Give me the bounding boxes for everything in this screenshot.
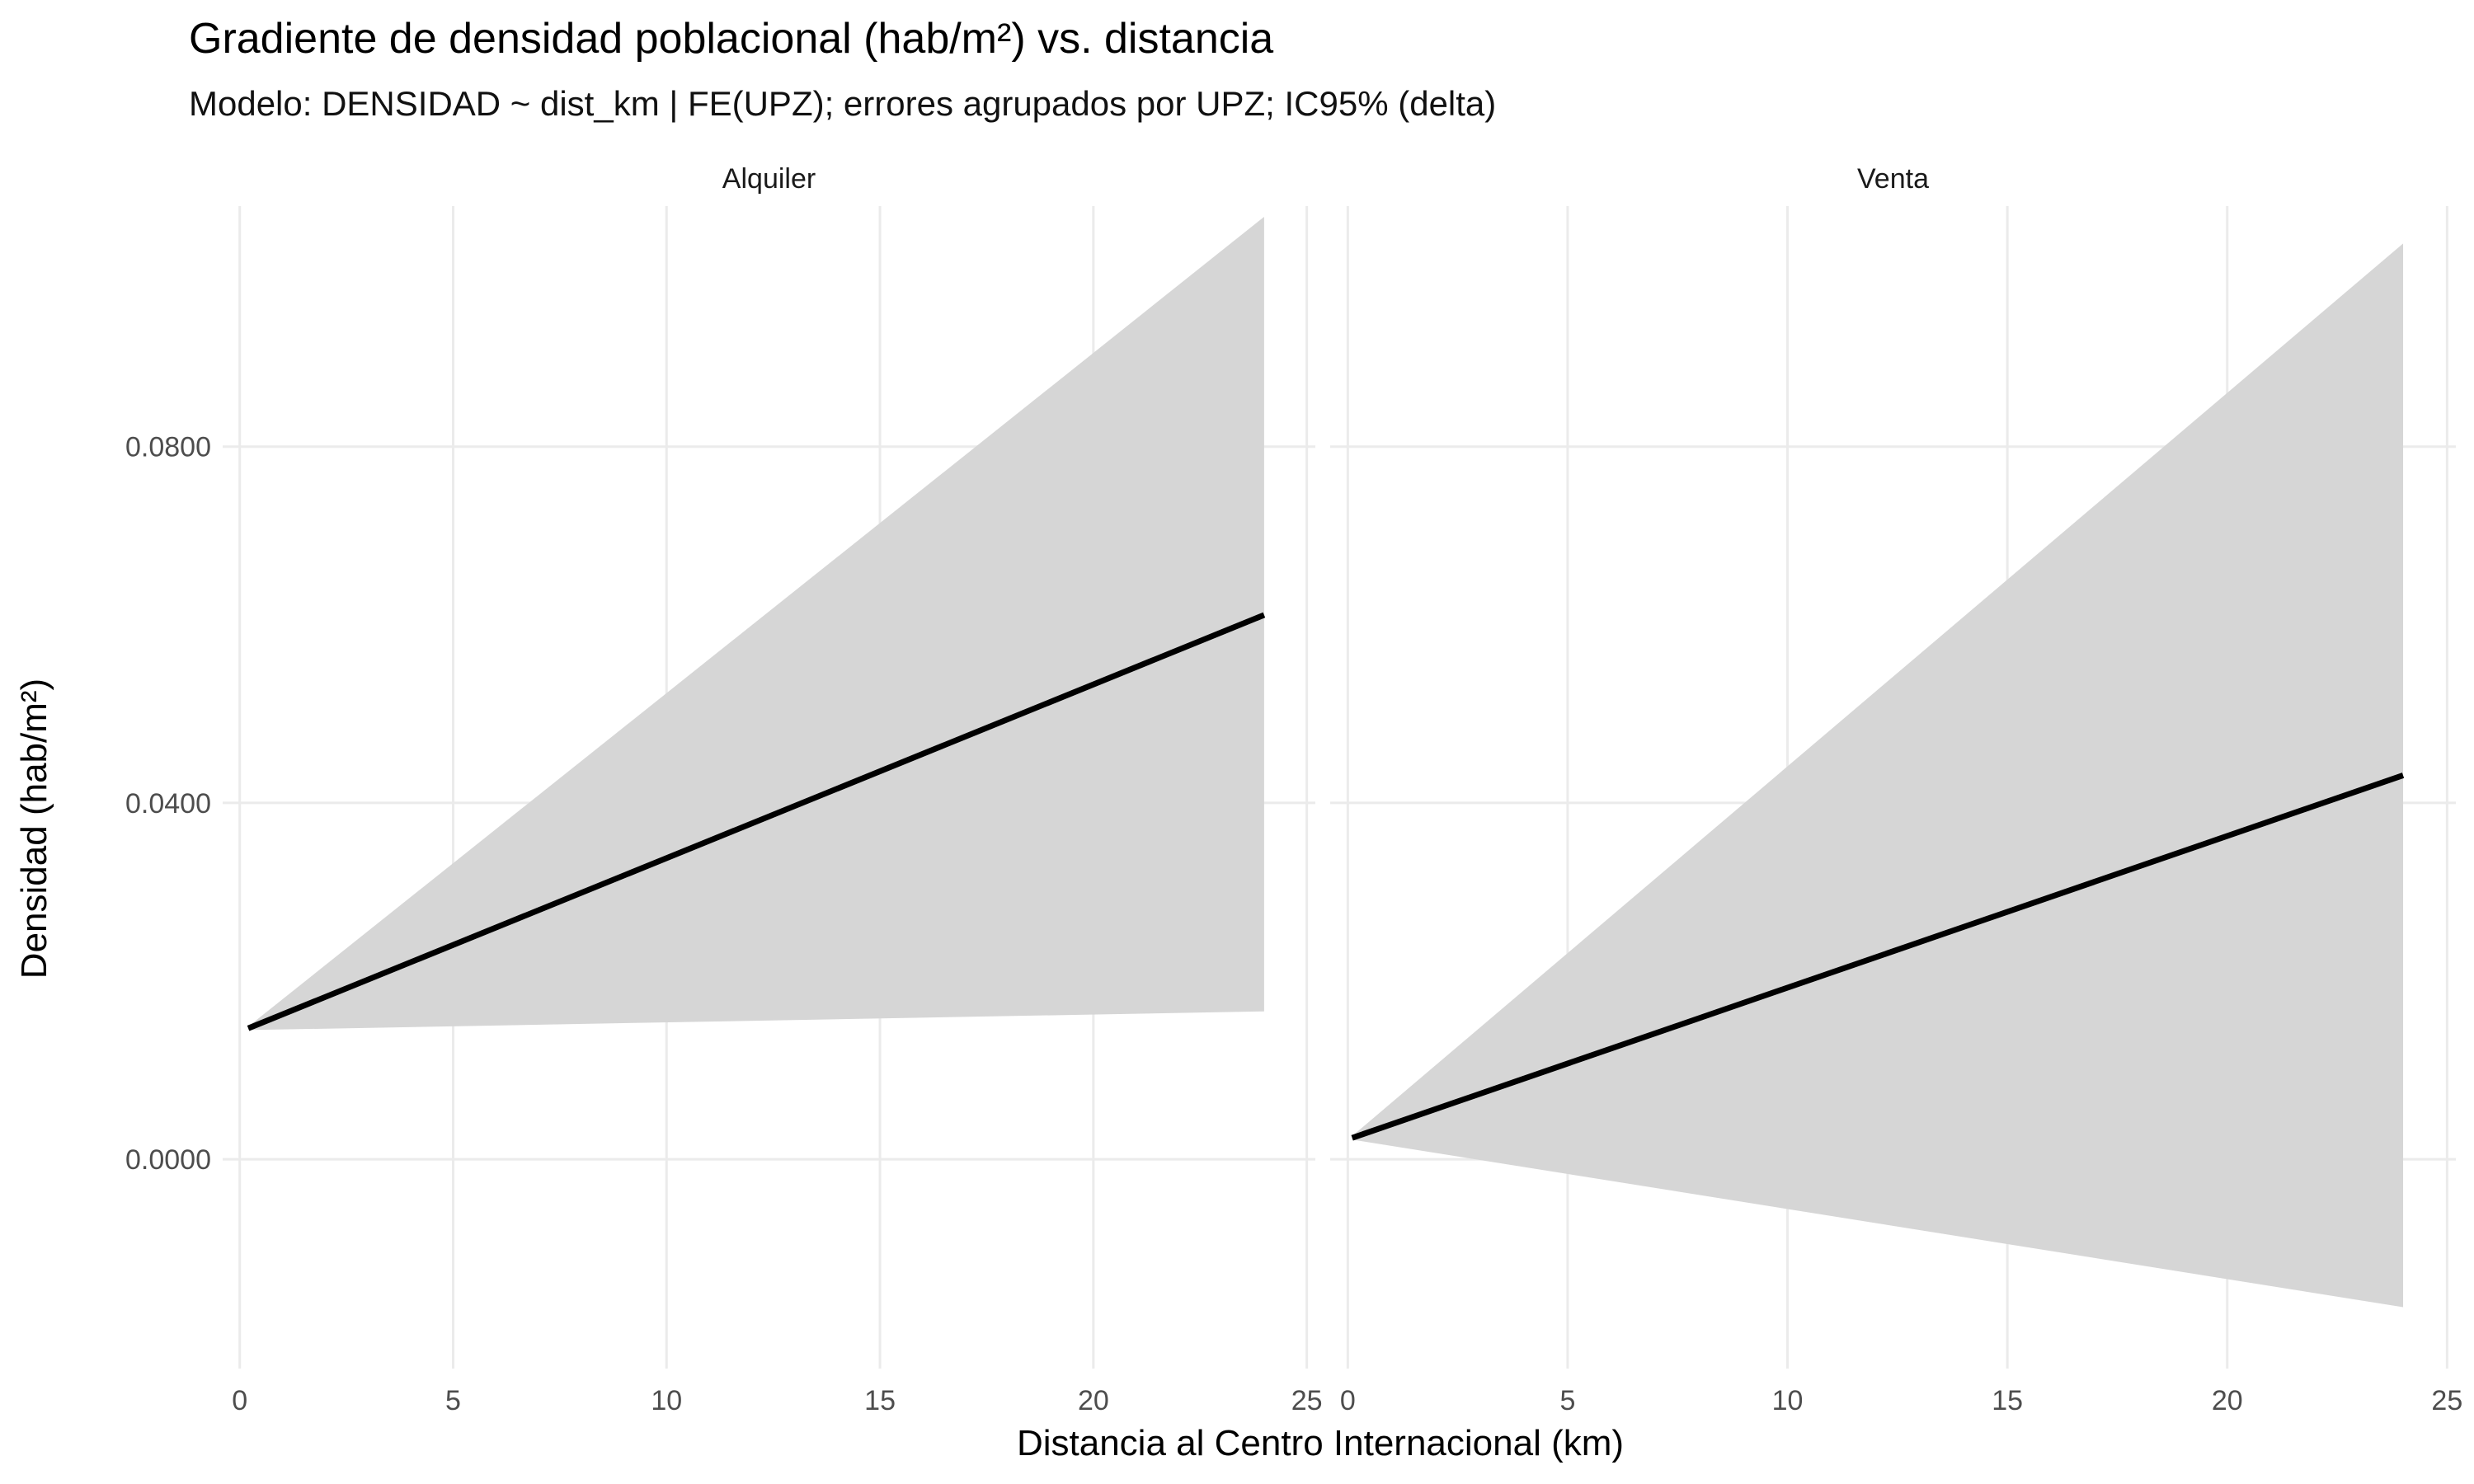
facet-strip-label: Alquiler <box>722 163 816 195</box>
fit-line-alquiler <box>247 612 1266 1031</box>
y-axis-title: Densidad (hab/m²) <box>14 679 54 979</box>
facet-panel-venta: Venta 0 5 10 15 20 25 <box>1330 163 2462 1416</box>
x-tick-label: 5 <box>445 1385 461 1416</box>
ci-ribbon-venta <box>1352 243 2404 1308</box>
facet-panels: Alquiler 0 5 10 15 20 25 Venta 0 5 10 15 20 25 0.0000 0… <box>125 163 2462 1416</box>
chart-subtitle: Modelo: DENSIDAD ~ dist_km | FE(UPZ); er… <box>189 84 1496 123</box>
x-tick-label: 25 <box>1291 1385 1323 1416</box>
x-tick-label: 10 <box>651 1385 682 1416</box>
x-tick-label: 0 <box>232 1385 247 1416</box>
x-axis-title: Distancia al Centro Internacional (km) <box>1017 1423 1624 1463</box>
facet-panel-alquiler: Alquiler 0 5 10 15 20 25 <box>223 163 1323 1416</box>
y-tick-label: 0.0400 <box>125 788 211 819</box>
x-tick-label: 10 <box>1772 1385 1804 1416</box>
x-tick-label: 15 <box>864 1385 896 1416</box>
facet-strip-label: Venta <box>1857 163 1929 195</box>
y-tick-label: 0.0000 <box>125 1144 211 1176</box>
chart-title: Gradiente de densidad poblacional (hab/m… <box>189 15 1273 63</box>
x-tick-label: 5 <box>1559 1385 1575 1416</box>
x-tick-label: 20 <box>1078 1385 1109 1416</box>
x-tick-label: 25 <box>2431 1385 2462 1416</box>
x-tick-label: 20 <box>2212 1385 2243 1416</box>
ci-ribbon-alquiler <box>248 216 1264 1031</box>
x-tick-label: 15 <box>1992 1385 2023 1416</box>
x-tick-label: 0 <box>1340 1385 1356 1416</box>
y-tick-label: 0.0800 <box>125 432 211 463</box>
fit-line-venta <box>1351 773 2405 1141</box>
